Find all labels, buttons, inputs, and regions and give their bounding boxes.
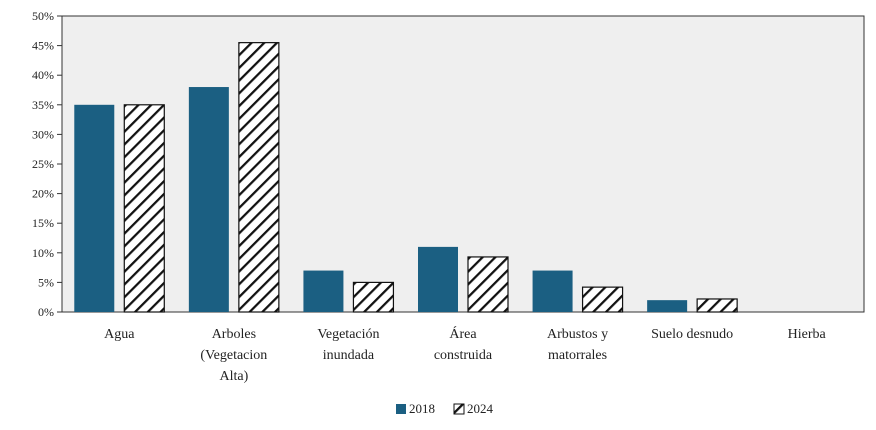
bar-2024-4 [581, 286, 624, 313]
y-tick-label: 30% [32, 127, 54, 141]
x-tick-label: Área [449, 325, 477, 342]
y-tick-label: 10% [32, 246, 54, 260]
x-axis: Agua Arboles (Vegetacion Alta) Vegetación inu… [104, 325, 826, 384]
bar-2018-2 [303, 270, 344, 312]
x-tick-label: Arbustos y [547, 327, 608, 342]
bar-2024-2 [352, 281, 395, 313]
bar-2024-0 [123, 104, 165, 313]
y-axis: 0% 5% 10% 15% 20% 25% 30% 35% 40% 45% 50% [32, 9, 62, 319]
x-tick-label: Hierba [788, 327, 827, 342]
y-tick-label: 50% [32, 9, 54, 23]
bar-2018-0 [74, 104, 115, 312]
bars [74, 42, 738, 313]
x-tick-label: Alta) [219, 369, 248, 384]
legend: 2018 2024 [396, 401, 494, 416]
bar-2018-3 [418, 246, 458, 312]
y-tick-label: 45% [32, 39, 54, 53]
x-tick-label: matorrales [548, 348, 607, 363]
y-tick-label: 25% [32, 157, 54, 171]
x-tick-label: Suelo desnudo [651, 327, 733, 342]
legend-swatch-2024 [453, 403, 465, 415]
y-tick-label: 5% [38, 275, 54, 289]
legend-swatch-2018 [396, 404, 406, 414]
x-tick-label: Vegetación [317, 327, 379, 342]
bar-2024-1 [238, 42, 280, 313]
y-tick-label: 35% [32, 98, 54, 112]
y-tick-label: 15% [32, 216, 54, 230]
bar-2024-3 [467, 256, 509, 313]
x-tick-label: Agua [104, 327, 135, 342]
bar-2018-1 [188, 87, 229, 312]
plot-area [61, 15, 865, 313]
bar-2018-4 [532, 270, 573, 312]
bar-2024-5 [696, 298, 738, 313]
y-tick-label: 40% [32, 68, 54, 82]
legend-label-2024: 2024 [467, 401, 494, 416]
y-tick-label: 0% [38, 305, 54, 319]
legend-label-2018: 2018 [409, 401, 435, 416]
x-tick-label: Arboles [212, 327, 256, 342]
y-tick-label: 20% [32, 187, 54, 201]
x-tick-label: (Vegetacion [200, 348, 267, 363]
bar-2018-5 [647, 300, 688, 312]
x-tick-label: construida [434, 348, 493, 363]
x-tick-label: inundada [323, 348, 375, 363]
